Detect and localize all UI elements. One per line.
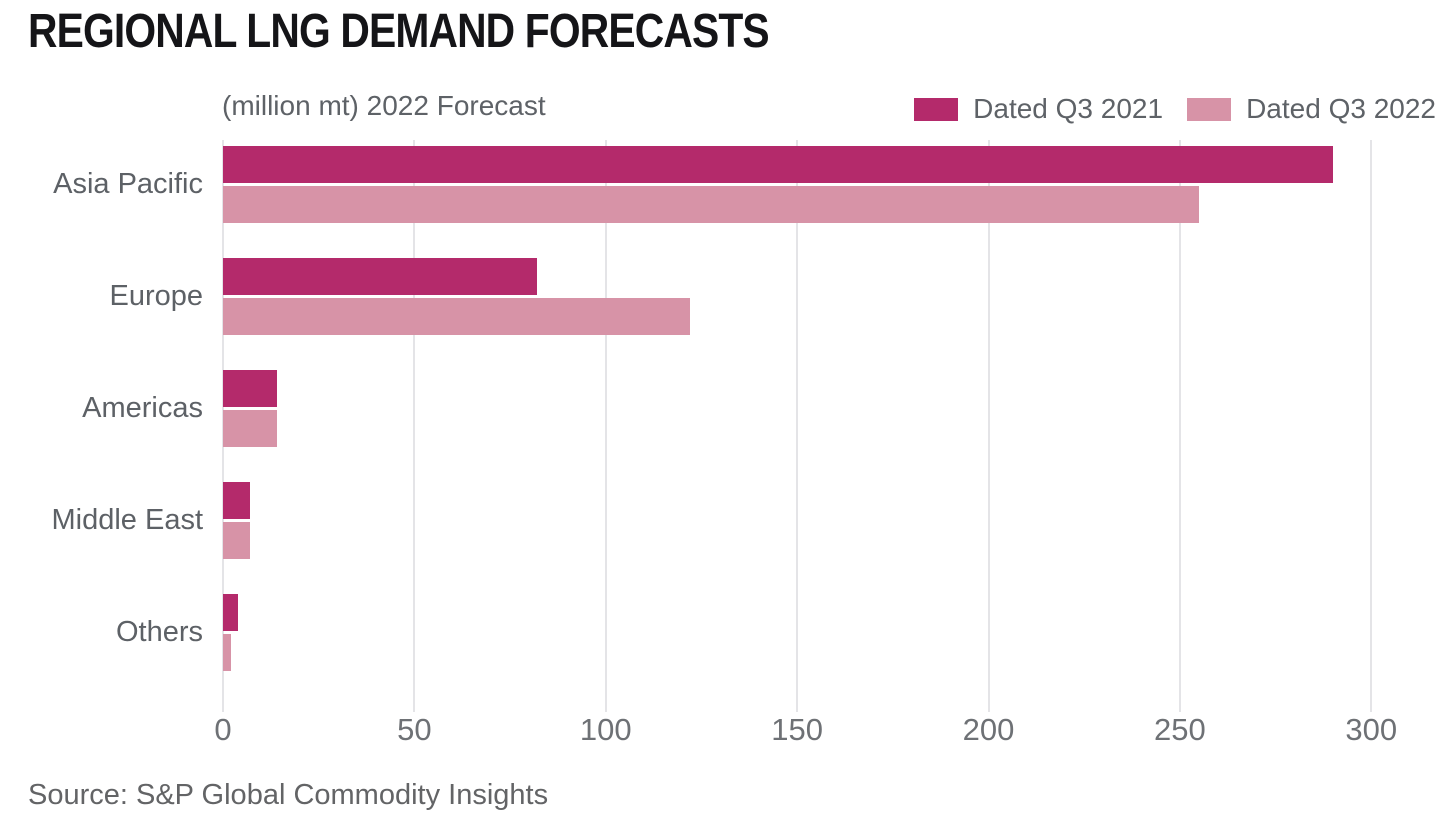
x-tick-label-150: 150: [771, 712, 823, 747]
x-tick-label-100: 100: [579, 712, 632, 747]
gridline-100: [604, 140, 607, 712]
legend: Dated Q3 2021 Dated Q3 2022: [914, 93, 1436, 125]
bar-row-europe: Europe: [0, 258, 1444, 335]
category-label-americas: Americas: [82, 392, 203, 424]
legend-swatch-dated-q3-2021: [914, 97, 959, 121]
bar-dated-q3-2021-middle-east: [223, 482, 250, 519]
gridline-300: [1370, 140, 1373, 712]
x-tick-label-0: 0: [214, 712, 232, 747]
bar-dated-q3-2021-europe: [223, 258, 537, 295]
bar-group-asia-pacific: [223, 146, 1444, 223]
bar-row-asia-pacific: Asia Pacific: [0, 146, 1444, 223]
x-axis: 0 50 100 150 200 250 300: [214, 712, 1444, 748]
bar-dated-q3-2022-americas: [223, 410, 277, 447]
bar-dated-q3-2022-asia-pacific: [223, 186, 1200, 223]
gridline-200: [987, 140, 990, 712]
legend-label-dated-q3-2021: Dated Q3 2021: [973, 93, 1164, 124]
bar-group-others: [223, 594, 1444, 671]
x-tick-label-250: 250: [1154, 712, 1206, 747]
source-note: Source: S&P Global Commodity Insights: [28, 779, 549, 811]
bar-row-americas: Americas: [0, 370, 1444, 447]
bar-dated-q3-2022-others: [223, 634, 231, 671]
category-label-middle-east: Middle East: [51, 504, 203, 536]
category-label-europe: Europe: [109, 280, 203, 312]
axis-units-label: (million mt) 2022 Forecast: [222, 90, 546, 121]
gridline-250: [1178, 140, 1181, 712]
x-tick-label-50: 50: [397, 712, 432, 747]
category-label-asia-pacific: Asia Pacific: [53, 168, 203, 200]
bar-group-europe: [223, 258, 1444, 335]
gridline-150: [796, 140, 799, 712]
x-tick-label-200: 200: [962, 712, 1015, 747]
bar-dated-q3-2022-europe: [223, 298, 690, 335]
bar-row-others: Others: [0, 594, 1444, 671]
bar-dated-q3-2021-others: [223, 594, 239, 631]
x-tick-label-300: 300: [1345, 712, 1398, 747]
bar-group-middle-east: [223, 482, 1444, 559]
legend-item-dated-q3-2022: Dated Q3 2022: [1187, 93, 1436, 125]
bar-dated-q3-2021-asia-pacific: [223, 146, 1333, 183]
legend-label-dated-q3-2022: Dated Q3 2022: [1246, 93, 1436, 124]
bar-row-middle-east: Middle East: [0, 482, 1444, 559]
bar-group-americas: [223, 370, 1444, 447]
category-label-others: Others: [115, 616, 203, 648]
gridline-50: [413, 140, 416, 712]
bar-dated-q3-2022-middle-east: [223, 522, 250, 559]
legend-item-dated-q3-2021: Dated Q3 2021: [914, 93, 1163, 125]
chart-title: REGIONAL LNG DEMAND FORECASTS: [28, 5, 770, 58]
legend-swatch-dated-q3-2022: [1187, 97, 1232, 121]
bar-rows: Asia Pacific Europe Americas Middle East Oth…: [0, 146, 1444, 706]
bar-dated-q3-2021-americas: [223, 370, 277, 407]
